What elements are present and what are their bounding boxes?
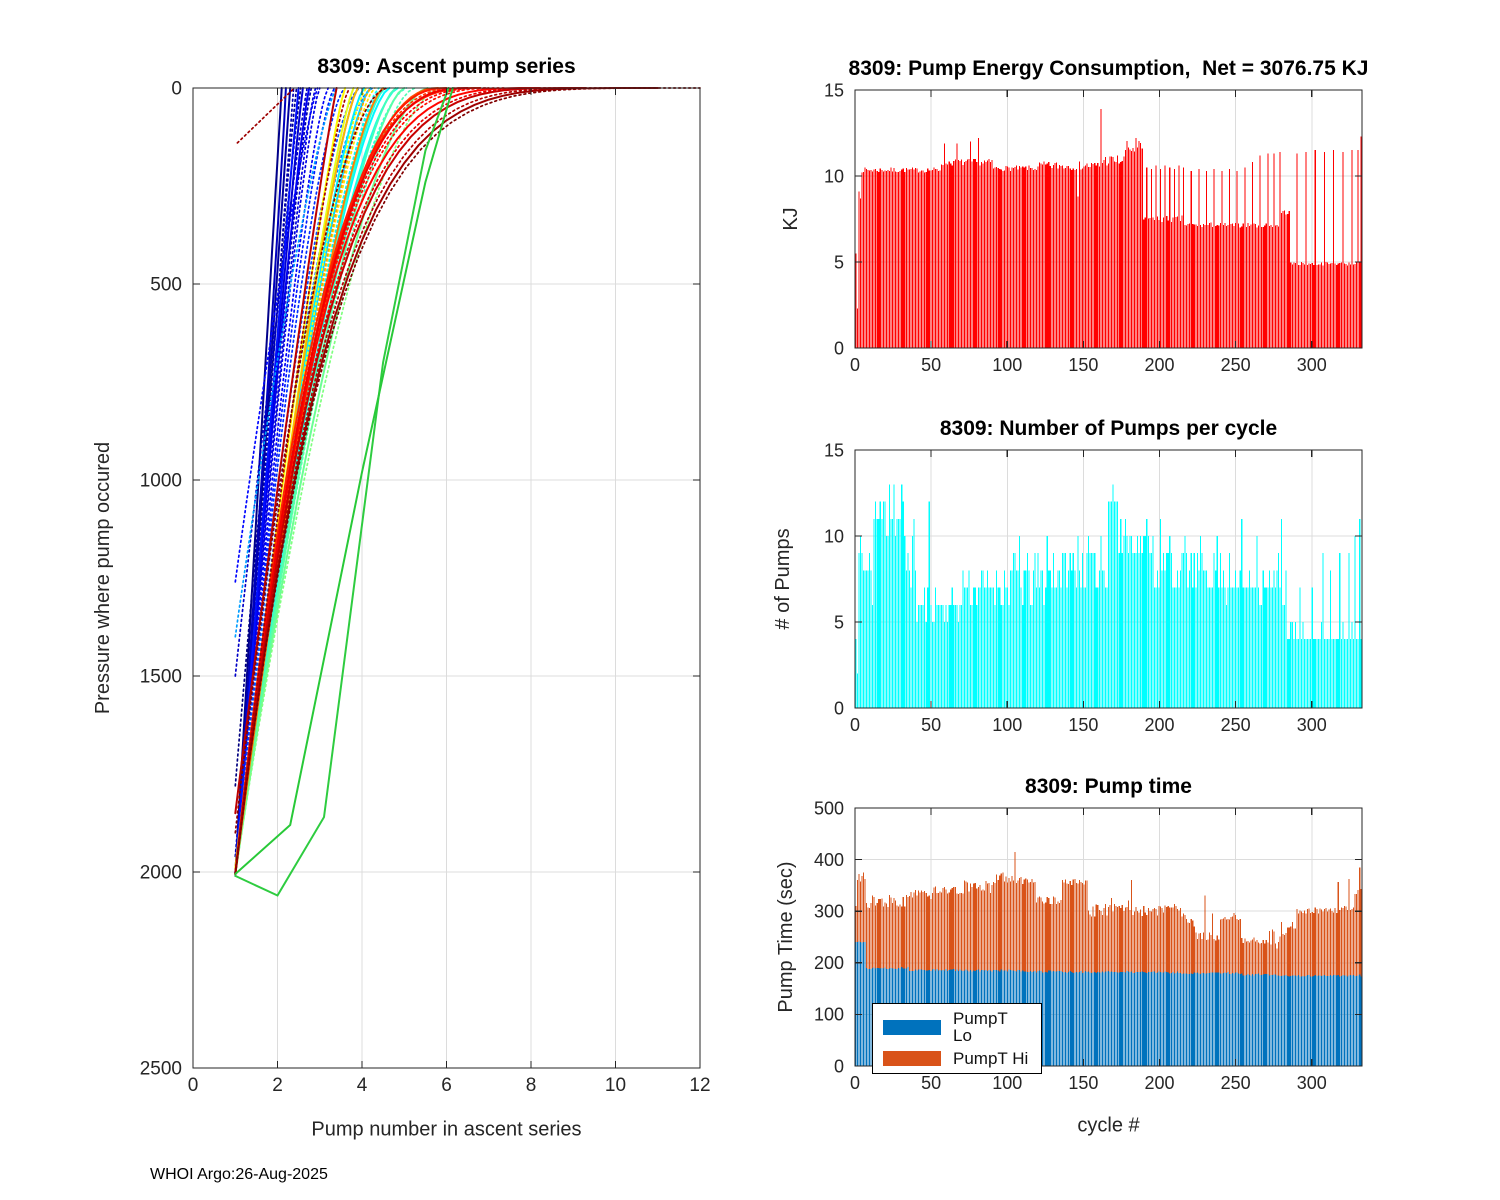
- pumps_per_cycle-chart: 0 50 100 150 200 250 300 0 5 10 15 8309: Number of …: [772, 417, 1363, 735]
- legend-label-pumpt-hi: PumpT Hi: [953, 1049, 1029, 1068]
- pumps_per_cycle-bars: [855, 484, 1362, 708]
- svg-text:15: 15: [824, 440, 844, 460]
- svg-text:0: 0: [850, 355, 860, 375]
- svg-text:100: 100: [992, 715, 1022, 735]
- svg-text:200: 200: [1144, 355, 1174, 375]
- svg-text:10: 10: [824, 526, 844, 546]
- svg-text:250: 250: [1221, 1073, 1251, 1093]
- legend-item-pumpt-hi: PumpT Hi: [883, 1050, 1031, 1067]
- ascent-pump-lines: [234, 87, 701, 897]
- svg-text:200: 200: [1144, 1073, 1174, 1093]
- svg-text:1000: 1000: [140, 471, 182, 492]
- svg-text:100: 100: [992, 355, 1022, 375]
- axes-box: [192, 87, 701, 1069]
- svg-text:250: 250: [1221, 355, 1251, 375]
- svg-text:300: 300: [814, 902, 844, 922]
- legend-swatch-pumpt-hi: [883, 1051, 941, 1066]
- pumps_per_cycle-ylabel: # of Pumps: [772, 528, 794, 629]
- pump-time-hi-bars: [855, 851, 1362, 977]
- svg-text:1500: 1500: [140, 667, 182, 688]
- pump_time-chart: 0 50 100 150 200 250 300 0 100 200 300 400 500 8309: …: [775, 775, 1363, 1137]
- svg-text:150: 150: [1068, 355, 1098, 375]
- svg-text:0: 0: [850, 1073, 860, 1093]
- svg-text:0: 0: [834, 1056, 844, 1076]
- svg-text:300: 300: [1297, 715, 1327, 735]
- pump_energy-title: 8309: Pump Energy Consumption, Net = 307…: [849, 57, 1369, 80]
- legend: PumpT Lo PumpT Hi: [872, 1003, 1042, 1074]
- footer-text: WHOI Argo:26-Aug-2025: [150, 1166, 328, 1183]
- ascent_pump_series-xlabel: Pump number in ascent series: [311, 1119, 581, 1141]
- svg-text:12: 12: [689, 1075, 710, 1096]
- pump_energy-bars: [855, 108, 1362, 348]
- legend-swatch-pumpt-lo: [883, 1019, 941, 1035]
- tick-labels: 0 50 100 150 200 250 300 0 5 10 15: [824, 440, 1327, 734]
- svg-text:0: 0: [850, 715, 860, 735]
- pump_time-ylabel: Pump Time (sec): [775, 861, 797, 1012]
- svg-text:2000: 2000: [140, 863, 182, 884]
- svg-text:0: 0: [171, 79, 182, 100]
- svg-text:500: 500: [814, 798, 844, 818]
- svg-text:6: 6: [441, 1075, 452, 1096]
- axes-box: [854, 807, 1363, 1067]
- pumps_per_cycle-title: 8309: Number of Pumps per cycle: [940, 417, 1277, 440]
- svg-text:50: 50: [921, 355, 941, 375]
- svg-text:2: 2: [272, 1075, 283, 1096]
- svg-text:0: 0: [834, 338, 844, 358]
- tick-labels: 0 50 100 150 200 250 300 0 5 10 15: [824, 80, 1327, 374]
- svg-text:150: 150: [1068, 715, 1098, 735]
- svg-text:150: 150: [1068, 1073, 1098, 1093]
- svg-text:10: 10: [824, 166, 844, 186]
- tick-labels: 0 50 100 150 200 250 300 0 100 200 300 400 500: [814, 798, 1327, 1092]
- svg-text:0: 0: [188, 1075, 199, 1096]
- svg-text:5: 5: [834, 612, 844, 632]
- pump_time-xlabel: cycle #: [1077, 1115, 1140, 1137]
- pump_time-title: 8309: Pump time: [1025, 775, 1192, 798]
- svg-text:100: 100: [814, 1005, 844, 1025]
- ascent_pump_series-ylabel: Pressure where pump occured: [92, 442, 114, 714]
- axes-box: [854, 449, 1363, 709]
- svg-text:15: 15: [824, 80, 844, 100]
- svg-text:5: 5: [834, 252, 844, 272]
- gridlines: [193, 88, 700, 1068]
- svg-text:300: 300: [1297, 355, 1327, 375]
- svg-text:250: 250: [1221, 715, 1251, 735]
- axes-box: [854, 89, 1363, 349]
- svg-text:8: 8: [526, 1075, 537, 1096]
- svg-text:500: 500: [150, 275, 182, 296]
- legend-label-pumpt-lo: PumpT Lo: [953, 1009, 1008, 1045]
- svg-text:200: 200: [814, 953, 844, 973]
- svg-text:0: 0: [834, 698, 844, 718]
- tick-labels: 0 2 4 6 8 10 12 0 500 1000 1500 2000 2500: [140, 79, 711, 1096]
- ascent_pump_series-title: 8309: Ascent pump series: [317, 55, 575, 78]
- svg-text:200: 200: [1144, 715, 1174, 735]
- svg-text:2500: 2500: [140, 1059, 182, 1080]
- svg-text:300: 300: [1297, 1073, 1327, 1093]
- svg-text:50: 50: [921, 715, 941, 735]
- svg-text:100: 100: [992, 1073, 1022, 1093]
- svg-text:400: 400: [814, 850, 844, 870]
- ascent_pump_series-chart: 0 2 4 6 8 10 12 0 500 1000 1500 2000 2500 8309: Ascen…: [92, 55, 711, 1141]
- svg-text:4: 4: [357, 1075, 368, 1096]
- legend-item-pumpt-lo: PumpT Lo: [883, 1010, 1031, 1044]
- svg-text:10: 10: [605, 1075, 626, 1096]
- pump_energy-ylabel: KJ: [780, 207, 802, 230]
- svg-text:50: 50: [921, 1073, 941, 1093]
